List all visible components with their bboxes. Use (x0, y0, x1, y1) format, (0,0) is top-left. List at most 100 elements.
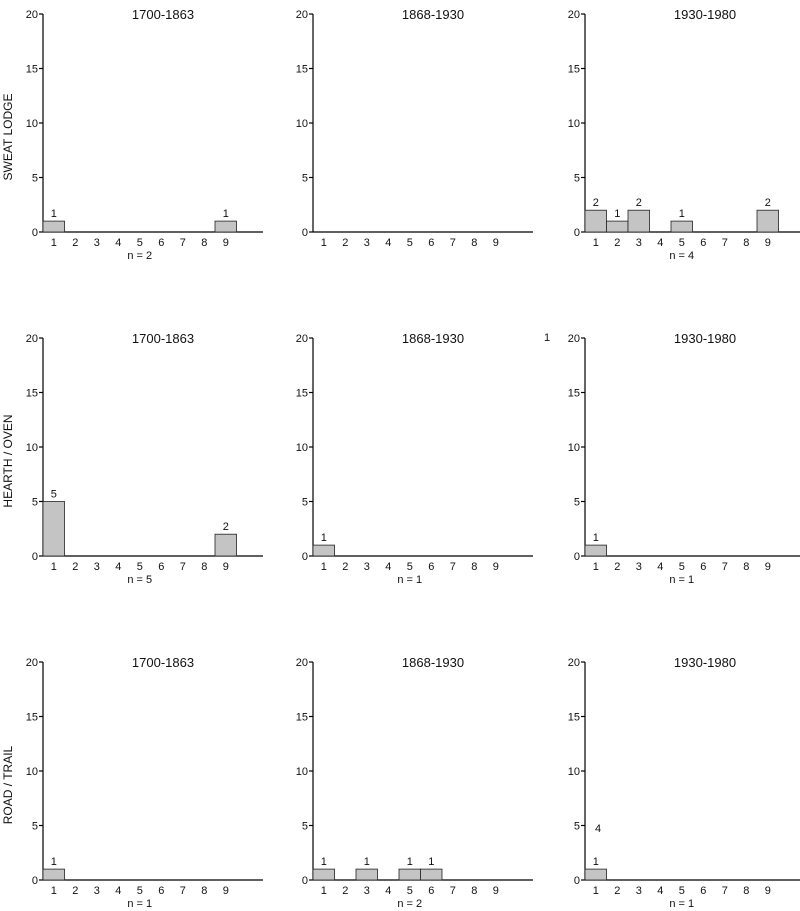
y-tick-label: 5 (32, 173, 38, 185)
row-labels: SWEAT LODGE HEARTH / OVEN ROAD / TRAIL (1, 94, 15, 825)
y-tick-label: 15 (568, 64, 580, 76)
x-tick-label: 9 (493, 885, 499, 897)
y-tick-label: 5 (32, 497, 38, 509)
y-tick-label: 20 (568, 9, 580, 21)
bar-value-label: 2 (765, 197, 771, 209)
y-tick-label: 15 (296, 388, 308, 400)
x-tick-label: 7 (722, 885, 728, 897)
x-tick-label: 6 (158, 885, 164, 897)
y-tick-label: 15 (568, 712, 580, 724)
x-tick-label: 2 (72, 561, 78, 573)
bar (355, 868, 378, 881)
x-tick-label: 7 (722, 561, 728, 573)
x-tick-label: 8 (743, 885, 749, 897)
bar (670, 220, 693, 233)
x-tick-label: 5 (137, 237, 143, 249)
y-tick-label: 10 (296, 442, 308, 454)
x-tick-label: 3 (364, 561, 370, 573)
bar (420, 868, 443, 881)
x-tick-label: 8 (471, 237, 477, 249)
bar-value-label: 1 (51, 208, 57, 220)
y-tick-label: 20 (296, 657, 308, 669)
x-tick-label: 3 (636, 561, 642, 573)
x-tick-label: 2 (614, 237, 620, 249)
x-tick-label: 5 (137, 885, 143, 897)
bar-value-label: 1 (679, 208, 685, 220)
y-tick-label: 15 (26, 388, 38, 400)
sample-size-label: n = 1 (397, 574, 422, 586)
bar (584, 544, 607, 557)
y-tick-label: 15 (26, 712, 38, 724)
panel-title: 1930-1980 (674, 7, 736, 22)
stray-annotation: 4 (595, 823, 601, 835)
y-tick-label: 10 (568, 766, 580, 778)
bar-value-label: 2 (593, 197, 599, 209)
x-tick-label: 1 (593, 561, 599, 573)
y-tick-label: 5 (574, 173, 580, 185)
bar (214, 220, 237, 233)
y-tick-label: 10 (568, 442, 580, 454)
y-tick-label: 15 (26, 64, 38, 76)
bar (756, 209, 779, 233)
bar (606, 220, 629, 233)
panel-title: 1700-1863 (132, 655, 194, 670)
y-tick-label: 20 (296, 333, 308, 345)
stray-annotation: 1 (544, 332, 550, 344)
x-tick-label: 8 (471, 885, 477, 897)
y-tick-label: 0 (574, 551, 580, 563)
y-tick-label: 20 (26, 9, 38, 21)
x-tick-label: 1 (51, 885, 57, 897)
y-tick-label: 0 (32, 875, 38, 887)
x-tick-label: 3 (364, 885, 370, 897)
x-tick-label: 6 (158, 237, 164, 249)
x-tick-label: 9 (223, 561, 229, 573)
y-tick-label: 10 (26, 766, 38, 778)
x-tick-label: 8 (201, 885, 207, 897)
bar (398, 868, 421, 881)
x-tick-label: 8 (201, 561, 207, 573)
x-tick-label: 5 (407, 885, 413, 897)
x-tick-label: 7 (180, 561, 186, 573)
x-tick-label: 7 (450, 561, 456, 573)
y-tick-label: 0 (302, 227, 308, 239)
x-tick-label: 5 (407, 561, 413, 573)
x-tick-label: 4 (657, 885, 663, 897)
y-tick-label: 5 (574, 497, 580, 509)
x-tick-label: 9 (765, 885, 771, 897)
y-tick-label: 10 (296, 766, 308, 778)
x-tick-label: 7 (180, 885, 186, 897)
x-tick-label: 3 (94, 237, 100, 249)
x-tick-label: 4 (385, 237, 391, 249)
x-tick-label: 6 (700, 885, 706, 897)
x-tick-label: 5 (679, 561, 685, 573)
y-tick-label: 5 (32, 821, 38, 833)
x-tick-label: 5 (679, 237, 685, 249)
x-tick-label: 2 (614, 885, 620, 897)
y-tick-label: 15 (296, 64, 308, 76)
sample-size-label: n = 1 (127, 898, 152, 910)
bar (627, 209, 650, 233)
x-tick-label: 2 (614, 561, 620, 573)
x-tick-label: 6 (428, 885, 434, 897)
bar (312, 868, 335, 881)
x-tick-label: 1 (593, 885, 599, 897)
x-tick-label: 9 (765, 237, 771, 249)
panel-title: 1868-1930 (402, 331, 464, 346)
y-tick-label: 5 (574, 821, 580, 833)
x-tick-label: 7 (180, 237, 186, 249)
x-tick-label: 8 (743, 237, 749, 249)
x-tick-label: 6 (428, 561, 434, 573)
bar (214, 533, 237, 557)
y-tick-label: 20 (26, 333, 38, 345)
y-tick-label: 0 (574, 227, 580, 239)
x-tick-label: 9 (765, 561, 771, 573)
bar-value-label: 1 (321, 856, 327, 868)
x-tick-label: 4 (115, 885, 121, 897)
bar (42, 220, 65, 233)
